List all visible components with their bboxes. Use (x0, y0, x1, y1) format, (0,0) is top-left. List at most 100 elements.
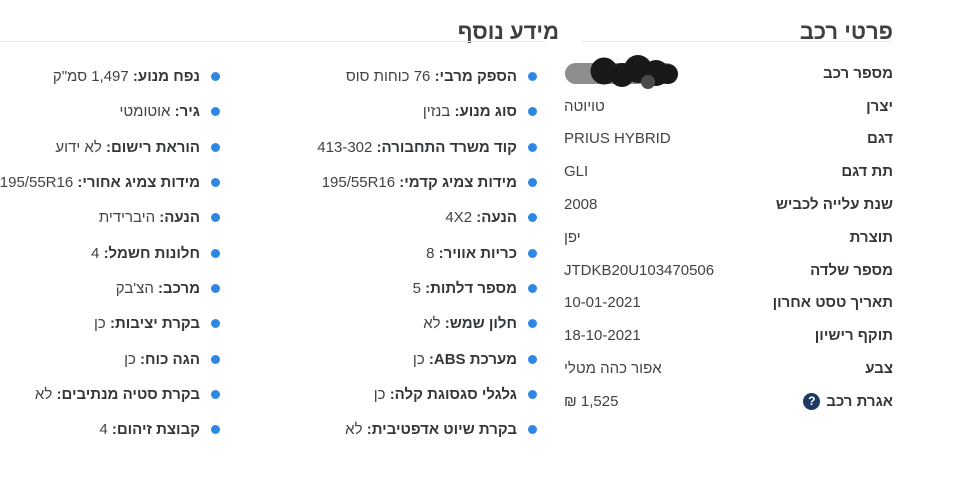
detail-row-label: דגם (867, 130, 893, 147)
list-item: מידות צמיג קדמי: 195/55R16 (317, 165, 537, 200)
divider-vehicle-details (582, 41, 891, 42)
bullet-icon (528, 142, 537, 152)
bullet-icon (528, 283, 537, 293)
list-item-value: לא ידוע (55, 138, 102, 156)
list-item-value: כן (94, 315, 106, 333)
list-item-value: הצ'בק (115, 279, 154, 297)
list-item: גלגלי סגסוגת קלה: כן (317, 377, 537, 412)
list-item-value: 5 (412, 279, 421, 297)
list-item: קבוצת זיהום: 4 (0, 412, 220, 447)
bullet-icon (211, 354, 220, 364)
list-item-label: חלונות חשמל: (103, 244, 200, 262)
bullet-icon (528, 354, 537, 364)
list-item-label: גלגלי סגסוגת קלה: (389, 385, 517, 403)
bullet-icon (211, 72, 220, 82)
detail-row-label-text: יצרן (866, 97, 893, 115)
list-item: קוד משרד התחבורה: 413-302 (317, 130, 537, 165)
list-item-label: בקרת יציבות: (109, 315, 200, 333)
list-item-value: היברידית (98, 209, 156, 227)
list-item-text: גיר: אוטומטי (119, 103, 200, 120)
bullet-icon (211, 319, 220, 329)
bullet-icon (211, 107, 220, 117)
bullet-icon (528, 248, 537, 258)
list-item: כריות אוויר: 8 (317, 235, 537, 270)
list-item-label: הוראת רישום: (105, 138, 200, 156)
bullet-icon (211, 213, 220, 223)
list-item-label: מרכב: (158, 279, 200, 297)
bullet-icon (211, 142, 220, 152)
detail-row-value: 18-10-2021 (564, 327, 641, 345)
list-item-label: חלון שמש: (444, 315, 517, 333)
detail-row: תוקף רישיון 18-10-2021 (564, 319, 893, 352)
list-item: הוראת רישום: לא ידוע (0, 130, 220, 165)
detail-row-label: יצרן (866, 98, 893, 115)
vehicle-details-rows: מספר רכב יצרן טויוטה דגם PRIUS HYBRID תת דגם… (564, 55, 893, 418)
list-item: הספק מרבי: 76 כוחות סוס (317, 59, 537, 94)
detail-row: דגם PRIUS HYBRID (564, 123, 893, 156)
detail-row-value: JTDKB20U103470506 (564, 261, 715, 279)
list-item: בקרת סטיה מנתיבים: לא (0, 377, 220, 412)
list-item-label: הספק מרבי: (434, 68, 517, 86)
list-item: סוג מנוע: בנזין (317, 94, 537, 129)
detail-row-label-text: אגרת רכב (826, 392, 893, 410)
detail-row: אגרת רכב? 1,525 ₪ (564, 385, 893, 418)
detail-row: תאריך טסט אחרון 10-01-2021 (564, 287, 893, 320)
detail-row-value: PRIUS HYBRID (564, 130, 671, 148)
list-item-label: קוד משרד התחבורה: (376, 138, 517, 156)
list-item-value: אוטומטי (119, 103, 171, 121)
list-item-text: מידות צמיג קדמי: 195/55R16 (322, 174, 517, 191)
detail-row-label-text: מספר שלדה (810, 261, 893, 279)
detail-row-label: תת דגם (841, 163, 893, 180)
detail-row: תת דגם GLI (564, 155, 893, 188)
detail-row-value: 2008 (564, 196, 598, 214)
list-item-text: מידות צמיג אחורי: 195/55R16 (0, 174, 200, 191)
list-item-value: 8 (426, 244, 435, 262)
list-item-value: 4X2 (445, 209, 473, 227)
list-item-label: כריות אוויר: (438, 244, 517, 262)
bullet-icon (211, 389, 220, 399)
detail-row: מספר שלדה JTDKB20U103470506 (564, 254, 893, 287)
detail-row-label-text: תוצרת (849, 228, 893, 246)
section-title-vehicle-details: פרטי רכב (799, 19, 893, 45)
list-item-label: קבוצת זיהום: (111, 421, 200, 439)
detail-row-value: GLI (564, 163, 589, 181)
bullet-icon (211, 178, 220, 188)
list-item: גיר: אוטומטי (0, 94, 220, 129)
detail-row-value: יפן (564, 228, 581, 246)
redacted-plate-scribble (564, 55, 684, 91)
list-item: הנעה: 4X2 (317, 200, 537, 235)
detail-row-label: אגרת רכב? (803, 392, 893, 410)
list-item-text: בקרת סטיה מנתיבים: לא (35, 386, 200, 403)
list-item-value: כן (373, 385, 386, 403)
list-item-label: מערכת ABS: (428, 350, 517, 368)
detail-row-label: מספר שלדה (810, 262, 893, 279)
additional-info-list-col1: הספק מרבי: 76 כוחות סוס סוג מנוע: בנזין קו… (317, 59, 537, 447)
bullet-icon (528, 107, 537, 117)
detail-row-label-text: שנת עלייה לכביש (775, 196, 893, 214)
detail-row-value (564, 55, 684, 91)
list-item-text: גלגלי סגסוגת קלה: כן (374, 386, 517, 403)
bullet-icon (528, 72, 537, 82)
detail-row: יצרן טויוטה (564, 90, 893, 123)
list-item-value: בנזין (422, 103, 451, 121)
detail-row-value: טויוטה (564, 97, 605, 115)
detail-row-label-text: מספר רכב (823, 64, 893, 82)
list-item-value: כן (124, 350, 136, 368)
help-icon[interactable]: ? (803, 392, 821, 410)
list-item-text: בקרת שיוט אדפטיבית: לא (345, 421, 517, 438)
list-item-text: הוראת רישום: לא ידוע (55, 139, 200, 156)
detail-row: צבע אפור כהה מטלי (564, 352, 893, 385)
bullet-icon (528, 213, 537, 223)
list-item: חלון שמש: לא (317, 306, 537, 341)
list-item: מידות צמיג אחורי: 195/55R16 (0, 165, 220, 200)
list-item-text: חלון שמש: לא (423, 315, 517, 332)
list-item-label: הגה כוח: (140, 350, 200, 368)
list-item: בקרת יציבות: כן (0, 306, 220, 341)
additional-info-list-col2: נפח מנוע: 1,497 סמ"ק גיר: אוטומטי הוראת רי… (0, 59, 220, 447)
list-item: מרכב: הצ'בק (0, 271, 220, 306)
list-item-text: בקרת יציבות: כן (94, 315, 200, 332)
bullet-icon (528, 425, 537, 435)
list-item-value: כן (412, 350, 425, 368)
list-item-label: סוג מנוע: (454, 103, 517, 121)
list-item-value: לא (423, 315, 441, 333)
